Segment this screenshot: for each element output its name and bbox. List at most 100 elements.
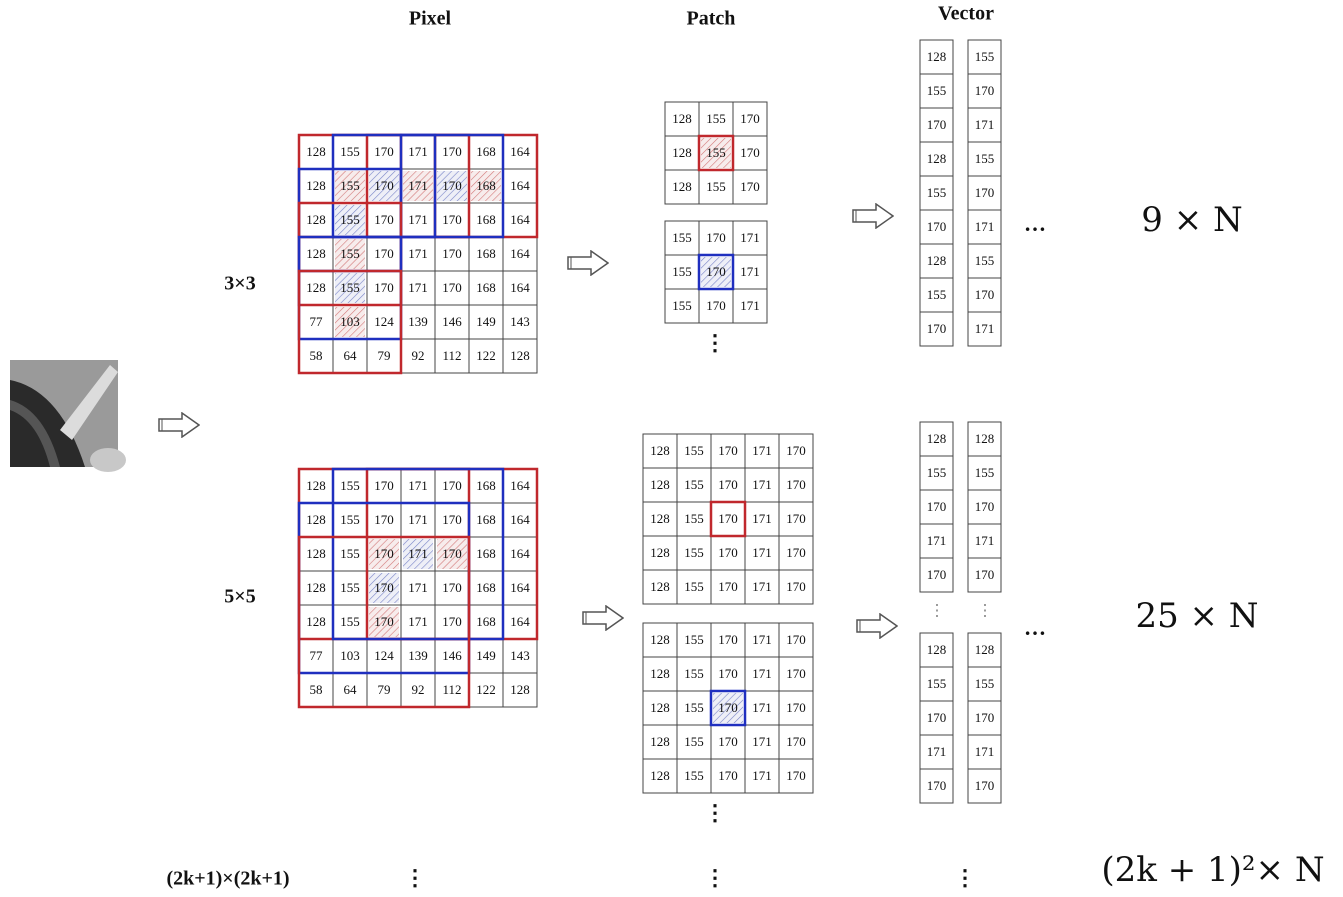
cell-value: 155 (340, 614, 360, 629)
arrow (568, 251, 608, 275)
cell-value: 146 (442, 648, 462, 663)
cell-value: 164 (510, 478, 530, 493)
cell-value: 170 (975, 778, 995, 793)
cell-value: 103 (340, 314, 360, 329)
cell-value: 170 (706, 230, 726, 245)
arrow (583, 606, 623, 630)
cell-value: 164 (510, 144, 530, 159)
cell-value: 103 (340, 648, 360, 663)
cell-value: 128 (306, 178, 326, 193)
cell-value: 155 (975, 465, 995, 480)
cell-value: 128 (306, 246, 326, 261)
cell-value: 155 (975, 253, 995, 268)
cell-value: 170 (975, 185, 995, 200)
cell-value: 128 (927, 253, 947, 268)
cell-value: 155 (684, 443, 704, 458)
cell-value: 171 (752, 579, 772, 594)
thumbnail (10, 360, 126, 472)
cell-value: 170 (786, 734, 806, 749)
cell-value: 128 (927, 151, 947, 166)
cell-value: 128 (306, 212, 326, 227)
cell-value: 128 (927, 49, 947, 64)
cell-value: 128 (306, 144, 326, 159)
cell-value: 171 (975, 321, 995, 336)
cell-value: 170 (786, 700, 806, 715)
cell-value: 77 (310, 648, 324, 663)
cell-value: 171 (975, 744, 995, 759)
cell-value: 170 (718, 579, 738, 594)
cell-value: 168 (476, 478, 496, 493)
cell-value: 170 (740, 111, 760, 126)
cell-value: 128 (927, 642, 947, 657)
cell-value: 164 (510, 546, 530, 561)
cell-value: 128 (650, 545, 670, 560)
cell-value: 171 (408, 512, 428, 527)
cell-value: 170 (442, 546, 462, 561)
cell-value: 170 (975, 83, 995, 98)
cell-value: 168 (476, 144, 496, 159)
cell-value: 170 (374, 144, 394, 159)
cell-value: 143 (510, 314, 530, 329)
cell-value: 170 (442, 512, 462, 527)
cell-value: 155 (706, 145, 726, 160)
cell-value: 170 (927, 219, 947, 234)
cell-value: 149 (476, 648, 496, 663)
cell-value: 170 (975, 499, 995, 514)
cell-value: 155 (975, 151, 995, 166)
cell-value: 155 (684, 477, 704, 492)
cell-value: 155 (340, 512, 360, 527)
cell-value: 171 (408, 212, 428, 227)
cell-value: 128 (672, 179, 692, 194)
cell-value: 128 (306, 478, 326, 493)
cell-value: 128 (927, 431, 947, 446)
cell-value: 171 (408, 614, 428, 629)
cell-value: 155 (340, 580, 360, 595)
cell-value: 155 (684, 768, 704, 783)
cell-value: 168 (476, 246, 496, 261)
cell-value: 168 (476, 280, 496, 295)
cell-value: 171 (975, 533, 995, 548)
cell-value: 155 (927, 83, 947, 98)
cell-value: 128 (975, 431, 995, 446)
diagram: Pixel Patch Vector 3×3 5×5 (2k+1)×(2k+1)… (0, 0, 1343, 897)
cell-value: 155 (684, 666, 704, 681)
cell-value: 170 (927, 710, 947, 725)
cell-value: 171 (927, 744, 947, 759)
cell-value: 164 (510, 212, 530, 227)
cell-value: 122 (476, 682, 496, 697)
cell-value: 171 (752, 632, 772, 647)
cell-value: 155 (927, 185, 947, 200)
cell-value: 124 (374, 314, 394, 329)
cell-value: 155 (340, 178, 360, 193)
ellipsis: ⋮ (704, 800, 726, 825)
cell-value: 155 (672, 230, 692, 245)
ellipsis: ⋮ (977, 603, 993, 620)
cell-value: 170 (374, 580, 394, 595)
cell-value: 122 (476, 348, 496, 363)
cell-value: 171 (408, 144, 428, 159)
cell-value: 79 (378, 348, 391, 363)
cell-value: 170 (442, 178, 462, 193)
cell-value: 170 (718, 477, 738, 492)
cell-value: 155 (340, 212, 360, 227)
cell-value: 128 (510, 682, 530, 697)
cell-value: 155 (340, 478, 360, 493)
cell-value: 170 (706, 298, 726, 313)
cell-value: 170 (740, 179, 760, 194)
cell-value: 155 (340, 280, 360, 295)
cell-value: 168 (476, 614, 496, 629)
ellipsis: ⋮ (954, 865, 976, 890)
cell-value: 128 (672, 145, 692, 160)
cells (299, 40, 1001, 803)
cell-value: 168 (476, 512, 496, 527)
cell-value: 170 (442, 144, 462, 159)
cell-value: 170 (442, 280, 462, 295)
cell-value: 170 (718, 511, 738, 526)
cell-value: 170 (927, 117, 947, 132)
arrow (853, 204, 893, 228)
cell-value: 171 (740, 230, 760, 245)
cell-value: 128 (650, 666, 670, 681)
cell-value: 170 (442, 614, 462, 629)
cell-value: 139 (408, 314, 428, 329)
cell-value: 77 (310, 314, 324, 329)
